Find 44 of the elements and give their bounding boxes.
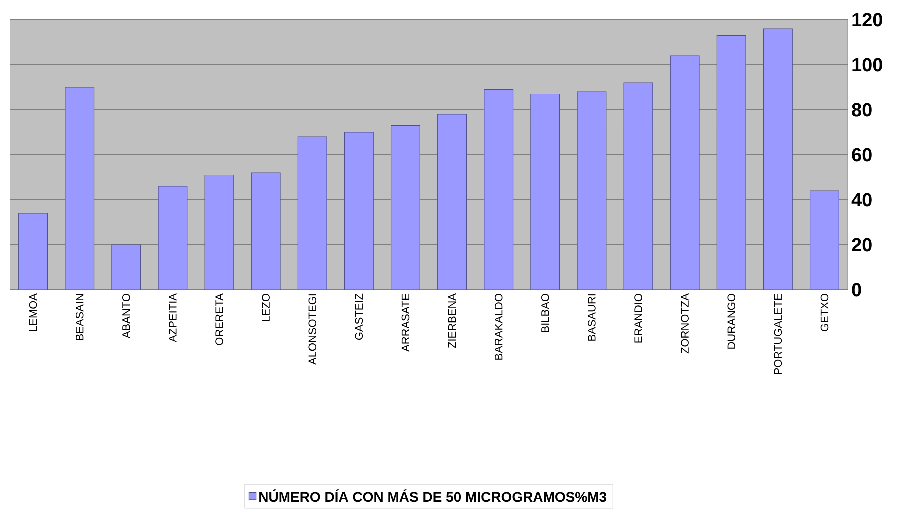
bar xyxy=(344,132,374,290)
x-tick-label: BARAKALDO xyxy=(494,294,503,360)
x-tick-label: DURANGO xyxy=(728,294,736,349)
y-tick-label: 120 xyxy=(852,13,882,27)
x-tick-label: ABANTO xyxy=(122,294,130,339)
y-tick-label: 0 xyxy=(852,283,862,297)
y-tick-label: 80 xyxy=(852,103,872,117)
x-tick-label: GETXO xyxy=(820,294,829,332)
y-tick-label: 20 xyxy=(852,238,872,252)
bar xyxy=(390,125,420,290)
legend-label: NÚMERO DÍA CON MÁS DE 50 MICROGRAMOS%M3 xyxy=(260,490,607,502)
bar xyxy=(438,114,468,290)
bar xyxy=(810,190,840,290)
x-tick-label: ERANDIO xyxy=(634,294,642,343)
bar xyxy=(18,213,48,290)
x-tick-label: ZORNOTZA xyxy=(681,294,689,354)
y-tick-label: 60 xyxy=(852,148,872,162)
bar xyxy=(251,172,281,290)
x-tick-label: BASAURI xyxy=(588,294,596,341)
x-tick-label: LEZO xyxy=(262,294,270,322)
x-tick-label: ORERETA xyxy=(216,294,224,346)
bar xyxy=(298,136,328,290)
bar xyxy=(158,186,188,290)
bar xyxy=(577,92,607,290)
bar xyxy=(204,174,234,290)
x-tick-label: ALONSOTEGI xyxy=(308,294,317,366)
bar xyxy=(65,87,95,290)
x-tick-label: AZPEITIA xyxy=(169,294,177,342)
bar xyxy=(484,89,514,290)
bar xyxy=(716,35,746,290)
x-tick-label: ARRASATE xyxy=(402,294,410,352)
bar xyxy=(624,82,654,290)
y-tick-label: 100 xyxy=(852,58,882,72)
x-tick-label: ZIERBENA xyxy=(448,294,456,348)
x-tick-label: PORTUGALETE xyxy=(774,294,782,374)
x-tick-label: BILBAO xyxy=(542,294,550,332)
y-tick-label: 40 xyxy=(852,193,872,207)
bar xyxy=(530,94,560,290)
x-tick-label: GASTEIZ xyxy=(355,294,364,340)
bar xyxy=(763,28,793,290)
bar xyxy=(670,56,700,290)
bar xyxy=(112,244,142,290)
x-tick-label: LEMOA xyxy=(29,294,38,332)
x-tick-label: BEASAIN xyxy=(76,294,84,340)
